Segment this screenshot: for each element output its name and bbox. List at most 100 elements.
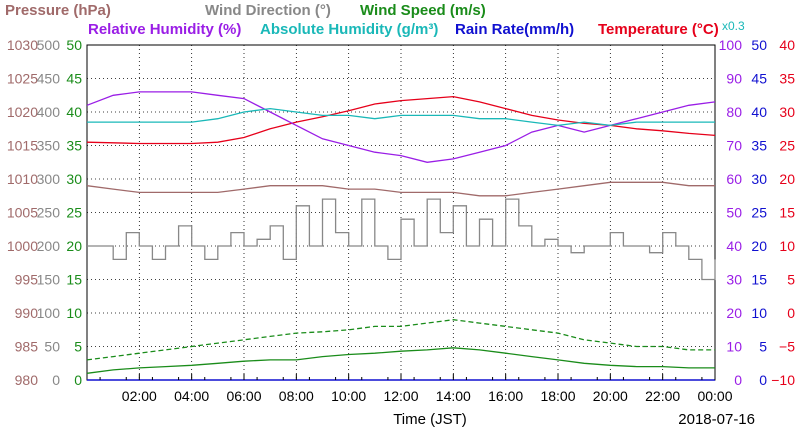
- y-tick-label: −5: [779, 339, 795, 355]
- date-label: 2018-07-16: [678, 411, 755, 428]
- y-tick-label: 1015: [7, 138, 38, 154]
- x-axis-label: Time (JST): [393, 411, 467, 428]
- y-tick-label: −10: [771, 372, 795, 388]
- y-tick-label: 350: [37, 138, 61, 154]
- y-tick-label: 1025: [7, 71, 38, 87]
- y-tick-label: 500: [37, 37, 61, 53]
- y-tick-label: 35: [751, 138, 767, 154]
- x-tick-label: 12:00: [383, 388, 418, 404]
- legend-item: Wind Direction (°): [205, 2, 331, 19]
- y-tick-label: 200: [37, 238, 61, 254]
- y-tick-label: 15: [751, 272, 767, 288]
- y-tick-label: 15: [779, 205, 795, 221]
- x-tick-label: 06:00: [226, 388, 261, 404]
- y-tick-label: 20: [66, 238, 82, 254]
- y-tick-label: 5: [759, 339, 767, 355]
- series-line: [86, 319, 715, 361]
- y-tick-label: 1030: [7, 37, 38, 53]
- y-tick-label: 10: [66, 305, 82, 321]
- x-tick-label: 10:00: [331, 388, 366, 404]
- y-tick-label: 30: [751, 171, 767, 187]
- y-tick-label: 1010: [7, 171, 38, 187]
- legend-item: Rain Rate(mm/h): [455, 21, 574, 38]
- x-axis: 02:00 04:00 06:00 08:00 10:00 12:00 14:00 16:00…: [87, 374, 733, 404]
- y-tick-label: 25: [779, 138, 795, 154]
- y-tick-label: 40: [66, 104, 82, 120]
- y-tick-label: 50: [751, 37, 767, 53]
- y-tick-label: 60: [726, 171, 742, 187]
- y-tick-label: 10: [726, 339, 742, 355]
- series-line: [86, 95, 716, 145]
- y-tick-label: 20: [779, 171, 795, 187]
- y-tick-label: 80: [726, 104, 742, 120]
- legend-item: Pressure (hPa): [5, 2, 111, 19]
- y-tick-label: 990: [15, 305, 39, 321]
- y-tick-label: 10: [779, 238, 795, 254]
- y-tick-label: 1000: [7, 238, 38, 254]
- legend-item: Relative Humidity (%): [88, 21, 241, 38]
- y-tick-label: 450: [37, 71, 61, 87]
- legend-item: Wind Speed (m/s): [360, 2, 486, 19]
- y-tick-label: 0: [787, 305, 795, 321]
- y-tick-label: 20: [751, 238, 767, 254]
- y-tick-label: 400: [37, 104, 61, 120]
- legend: Pressure (hPa) Wind Direction (°) Wind Spe…: [5, 2, 719, 38]
- y-tick-label: 70: [726, 138, 742, 154]
- x-tick-label: 18:00: [540, 388, 575, 404]
- y-tick-label: 100: [719, 37, 743, 53]
- y-tick-label: 100: [37, 305, 61, 321]
- x-tick-label: 22:00: [645, 388, 680, 404]
- y-tick-label: 5: [74, 339, 82, 355]
- x-tick-label: 00:00: [697, 388, 732, 404]
- y-tick-label: 45: [66, 71, 82, 87]
- scale-note: x0.3: [722, 19, 745, 33]
- y-tick-label: 90: [726, 71, 742, 87]
- y-tick-label: 15: [66, 272, 82, 288]
- x-tick-label: 14:00: [436, 388, 471, 404]
- legend-item: Absolute Humidity (g/m³): [260, 21, 438, 38]
- series-line: [87, 107, 715, 127]
- y-tick-label: 40: [751, 104, 767, 120]
- y-tick-label: 20: [726, 305, 742, 321]
- series-lines: [86, 91, 716, 374]
- series-line: [86, 347, 715, 374]
- y-tick-label: 10: [751, 305, 767, 321]
- y-tick-label: 30: [779, 104, 795, 120]
- y-tick-label: 45: [751, 71, 767, 87]
- legend-item: Temperature (°C): [598, 21, 719, 38]
- y-tick-label: 25: [751, 205, 767, 221]
- y-tick-label: 300: [37, 171, 61, 187]
- x-tick-label: 08:00: [279, 388, 314, 404]
- y-tick-label: 980: [15, 372, 39, 388]
- x-tick-label: 02:00: [122, 388, 157, 404]
- left-axes: 1030102510201015101010051000995990985980…: [7, 37, 82, 388]
- y-tick-label: 1020: [7, 104, 38, 120]
- grid: [87, 45, 715, 380]
- right-axes: 1009080706050403020100504540353025201510…: [719, 37, 796, 388]
- y-tick-label: 50: [44, 339, 60, 355]
- x-tick-label: 16:00: [488, 388, 523, 404]
- y-tick-label: 50: [726, 205, 742, 221]
- y-tick-label: 995: [15, 272, 39, 288]
- y-tick-label: 250: [37, 205, 61, 221]
- y-tick-label: 150: [37, 272, 61, 288]
- series-line: [86, 181, 715, 197]
- x-tick-label: 20:00: [593, 388, 628, 404]
- y-tick-label: 1005: [7, 205, 38, 221]
- y-tick-label: 35: [779, 71, 795, 87]
- y-tick-label: 50: [66, 37, 82, 53]
- y-tick-label: 30: [66, 171, 82, 187]
- y-tick-label: 30: [726, 272, 742, 288]
- y-tick-label: 40: [726, 238, 742, 254]
- y-tick-label: 985: [15, 339, 39, 355]
- y-tick-label: 0: [52, 372, 60, 388]
- series-line: [87, 198, 716, 281]
- y-tick-label: 0: [74, 372, 82, 388]
- y-tick-label: 0: [759, 372, 767, 388]
- y-tick-label: 25: [66, 205, 82, 221]
- x-tick-label: 04:00: [174, 388, 209, 404]
- y-tick-label: 0: [734, 372, 742, 388]
- y-tick-label: 40: [779, 37, 795, 53]
- y-tick-label: 35: [66, 138, 82, 154]
